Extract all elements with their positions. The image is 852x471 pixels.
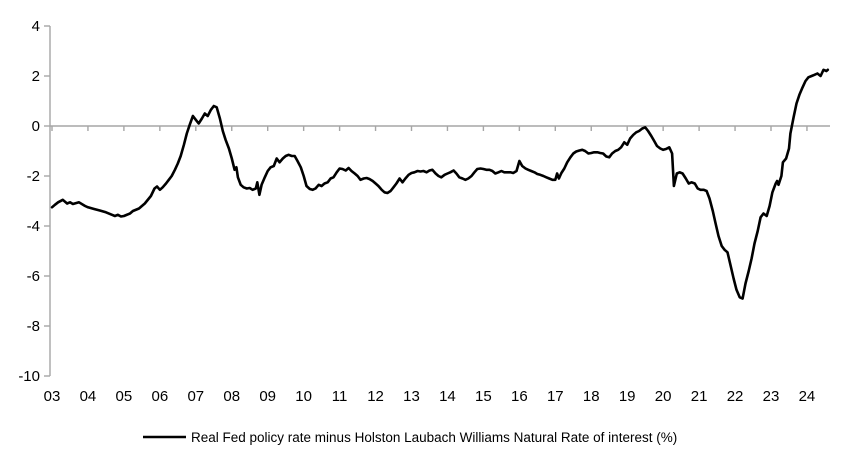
x-tick-label: 13 [403, 388, 420, 405]
x-tick-label: 18 [583, 388, 600, 405]
x-tick-label: 06 [152, 388, 169, 405]
x-tick-label: 15 [475, 388, 492, 405]
series-line [50, 68, 830, 300]
x-tick-label: 16 [511, 388, 528, 405]
y-tick-label: 4 [32, 18, 40, 35]
x-tick-label: 12 [367, 388, 384, 405]
legend-label: Real Fed policy rate minus Holston Lauba… [191, 430, 677, 445]
y-tick-label: -4 [27, 218, 40, 235]
x-tick-label: 20 [655, 388, 672, 405]
y-tick-label: 2 [32, 68, 40, 85]
x-tick-label: 19 [619, 388, 636, 405]
y-tick-label: -6 [27, 268, 40, 285]
x-tick-label: 17 [547, 388, 564, 405]
x-tick-label: 10 [295, 388, 312, 405]
y-tick-label: -8 [27, 318, 40, 335]
x-tick-label: 11 [332, 388, 348, 405]
legend-group: Real Fed policy rate minus Holston Lauba… [143, 430, 677, 445]
x-tick-label: 24 [799, 388, 816, 405]
y-tick-label: -10 [18, 368, 40, 385]
x-tick-label: 08 [223, 388, 240, 405]
y-tick-label: -2 [27, 168, 40, 185]
y-tick-label: 0 [32, 118, 40, 135]
x-tick-label: 05 [116, 388, 133, 405]
x-tick-label: 03 [44, 388, 61, 405]
x-tick-label: 07 [187, 388, 204, 405]
x-tick-label: 14 [439, 388, 456, 405]
x-tick-label: 09 [259, 388, 276, 405]
x-tick-label: 23 [763, 388, 780, 405]
x-tick-label: 21 [691, 388, 708, 405]
series-group [50, 68, 830, 300]
x-tick-label: 22 [727, 388, 744, 405]
x-tick-label: 04 [80, 388, 97, 405]
